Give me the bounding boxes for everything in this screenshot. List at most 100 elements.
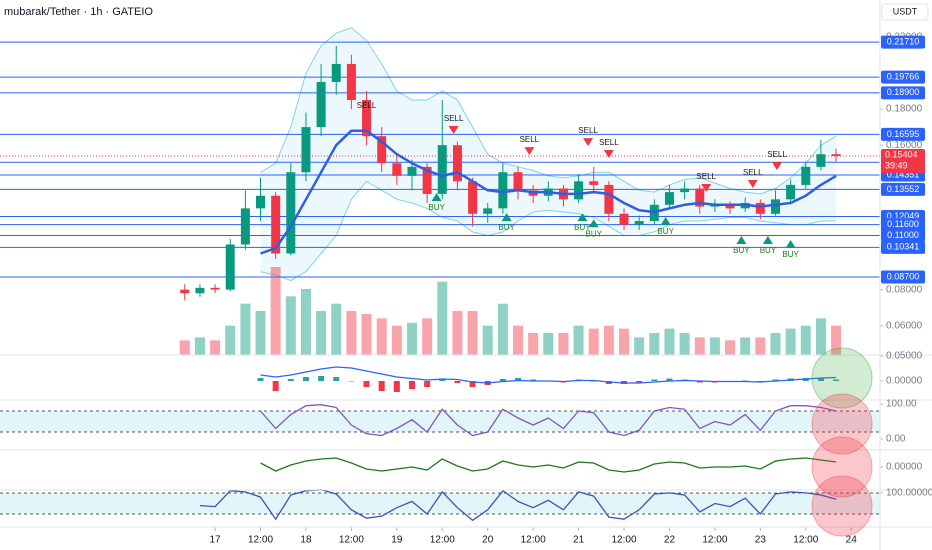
candle-body xyxy=(786,184,796,200)
candle-body xyxy=(240,208,250,245)
currency-button[interactable] xyxy=(881,3,929,21)
level-tag xyxy=(881,270,925,284)
candle-body xyxy=(664,192,674,205)
volume-bar xyxy=(497,303,508,355)
x-tick-label: 18 xyxy=(300,535,312,546)
volume-bar xyxy=(391,325,402,355)
level-tag xyxy=(881,228,925,242)
volume-bar xyxy=(300,289,311,355)
candle-body xyxy=(831,154,841,157)
highlight-circle xyxy=(811,393,873,455)
candle-body xyxy=(256,195,266,209)
under-layer xyxy=(0,27,880,515)
histogram-bar xyxy=(363,381,370,387)
currency-label[interactable]: USDT xyxy=(893,6,918,16)
candle-body xyxy=(816,154,826,167)
y-tick-label: 100.00000 xyxy=(886,488,932,499)
sell-marker xyxy=(448,125,459,134)
highlight-circle xyxy=(811,436,873,498)
level-tag xyxy=(881,240,925,254)
volume-bar xyxy=(528,333,539,355)
x-tick-label: 21 xyxy=(573,535,585,546)
candle-body xyxy=(619,213,629,225)
level-tag xyxy=(881,218,925,232)
volume-bar xyxy=(194,337,205,355)
histogram-bar xyxy=(318,376,325,381)
y-tick-label: 0.08000 xyxy=(886,284,923,295)
volume-bar xyxy=(634,337,645,355)
candle-body xyxy=(195,287,205,294)
level-label: 0.10341 xyxy=(887,242,920,252)
x-tick-label: 12:00 xyxy=(702,535,727,546)
histogram-bar xyxy=(590,381,597,382)
buy-marker xyxy=(762,236,773,245)
x-tick-label: 12:00 xyxy=(612,535,637,546)
histogram-bar xyxy=(772,379,779,381)
chart-title: mubarak/Tether · 1h · GATEIO xyxy=(4,6,153,18)
indicator-band xyxy=(0,410,880,433)
volume-bar xyxy=(679,333,690,355)
volume-bar xyxy=(513,325,524,355)
volume-bar xyxy=(755,337,766,355)
volume-bar xyxy=(815,318,826,355)
candle-body xyxy=(695,188,705,207)
buy-label: BUY xyxy=(498,223,515,232)
level-label: 0.13552 xyxy=(887,184,920,194)
y-tick-label: 100.00 xyxy=(886,399,917,410)
sell-marker xyxy=(524,147,535,156)
histogram-bar xyxy=(393,381,400,392)
histogram-bar xyxy=(833,379,840,381)
candle-body xyxy=(422,166,432,194)
candle-body xyxy=(574,181,584,200)
volume-bar xyxy=(649,333,660,355)
histogram-bar xyxy=(333,377,340,381)
candle-body xyxy=(725,204,735,209)
candle-body xyxy=(331,63,341,82)
volume-bar xyxy=(694,337,705,355)
highlight-circle xyxy=(811,475,873,537)
volume-bar xyxy=(406,322,417,355)
x-tick-label: 24 xyxy=(846,535,858,546)
candle-body xyxy=(755,202,765,214)
last-price-label: 0.15404 xyxy=(885,149,918,159)
band-lower xyxy=(260,180,837,282)
candle-body xyxy=(513,172,523,191)
volume-bar xyxy=(376,318,387,355)
buy-marker xyxy=(588,219,599,228)
x-tick-label: 20 xyxy=(482,535,494,546)
volume-bar xyxy=(482,325,493,355)
y-tick-label: 0.05000 xyxy=(886,351,923,362)
sell-marker xyxy=(747,179,758,188)
histogram-bar xyxy=(272,381,279,391)
sell-marker xyxy=(603,149,614,158)
level-label: 0.11600 xyxy=(887,219,919,229)
candle-body xyxy=(407,166,417,176)
level-label: 0.14351 xyxy=(887,169,920,179)
candle-body xyxy=(286,172,296,254)
buy-marker xyxy=(501,213,512,222)
level-label: 0.11000 xyxy=(887,230,919,240)
level-label: 0.21710 xyxy=(887,36,920,46)
candle-body xyxy=(468,181,478,214)
y-tick-label: 0.00000 xyxy=(886,462,923,473)
x-tick-label: 12:00 xyxy=(793,535,818,546)
y-tick-label: 0.18000 xyxy=(886,104,923,115)
y-tick-label: 0.06000 xyxy=(886,320,923,331)
x-tick-label: 12:00 xyxy=(339,535,364,546)
buy-marker xyxy=(660,217,671,226)
histogram-bar xyxy=(287,379,294,381)
histogram-bar xyxy=(499,379,506,381)
volume-bar xyxy=(255,311,266,355)
x-tick-label: 17 xyxy=(210,535,222,546)
candle-body xyxy=(437,145,447,194)
candle-body xyxy=(680,188,690,193)
countdown-label: 39:49 xyxy=(885,160,908,170)
histogram-bar xyxy=(408,381,415,389)
volume-bar xyxy=(210,340,221,355)
histogram-bar xyxy=(469,381,476,387)
level-label: 0.16595 xyxy=(887,129,920,139)
indicator-line xyxy=(260,404,837,437)
volume-bar xyxy=(240,303,251,355)
